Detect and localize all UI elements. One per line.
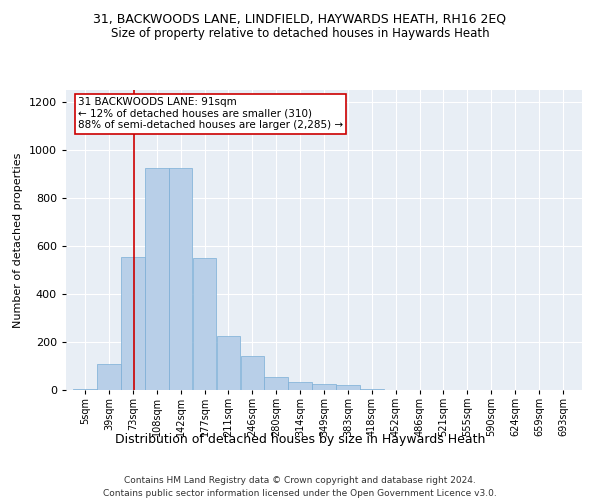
Bar [169, 168, 193, 390]
Text: Distribution of detached houses by size in Haywards Heath: Distribution of detached houses by size … [115, 432, 485, 446]
Bar [360, 389, 383, 390]
Bar [336, 385, 359, 390]
Text: Size of property relative to detached houses in Haywards Heath: Size of property relative to detached ho… [110, 28, 490, 40]
Bar [97, 364, 121, 390]
Text: Contains public sector information licensed under the Open Government Licence v3: Contains public sector information licen… [103, 489, 497, 498]
Text: Contains HM Land Registry data © Crown copyright and database right 2024.: Contains HM Land Registry data © Crown c… [124, 476, 476, 485]
Bar [265, 377, 288, 390]
Bar [121, 257, 145, 390]
Text: 31, BACKWOODS LANE, LINDFIELD, HAYWARDS HEATH, RH16 2EQ: 31, BACKWOODS LANE, LINDFIELD, HAYWARDS … [94, 12, 506, 26]
Y-axis label: Number of detached properties: Number of detached properties [13, 152, 23, 328]
Bar [241, 356, 264, 390]
Bar [145, 168, 169, 390]
Bar [217, 336, 240, 390]
Bar [289, 382, 312, 390]
Text: 31 BACKWOODS LANE: 91sqm
← 12% of detached houses are smaller (310)
88% of semi-: 31 BACKWOODS LANE: 91sqm ← 12% of detach… [78, 97, 343, 130]
Bar [312, 384, 336, 390]
Bar [73, 389, 97, 390]
Bar [193, 258, 217, 390]
